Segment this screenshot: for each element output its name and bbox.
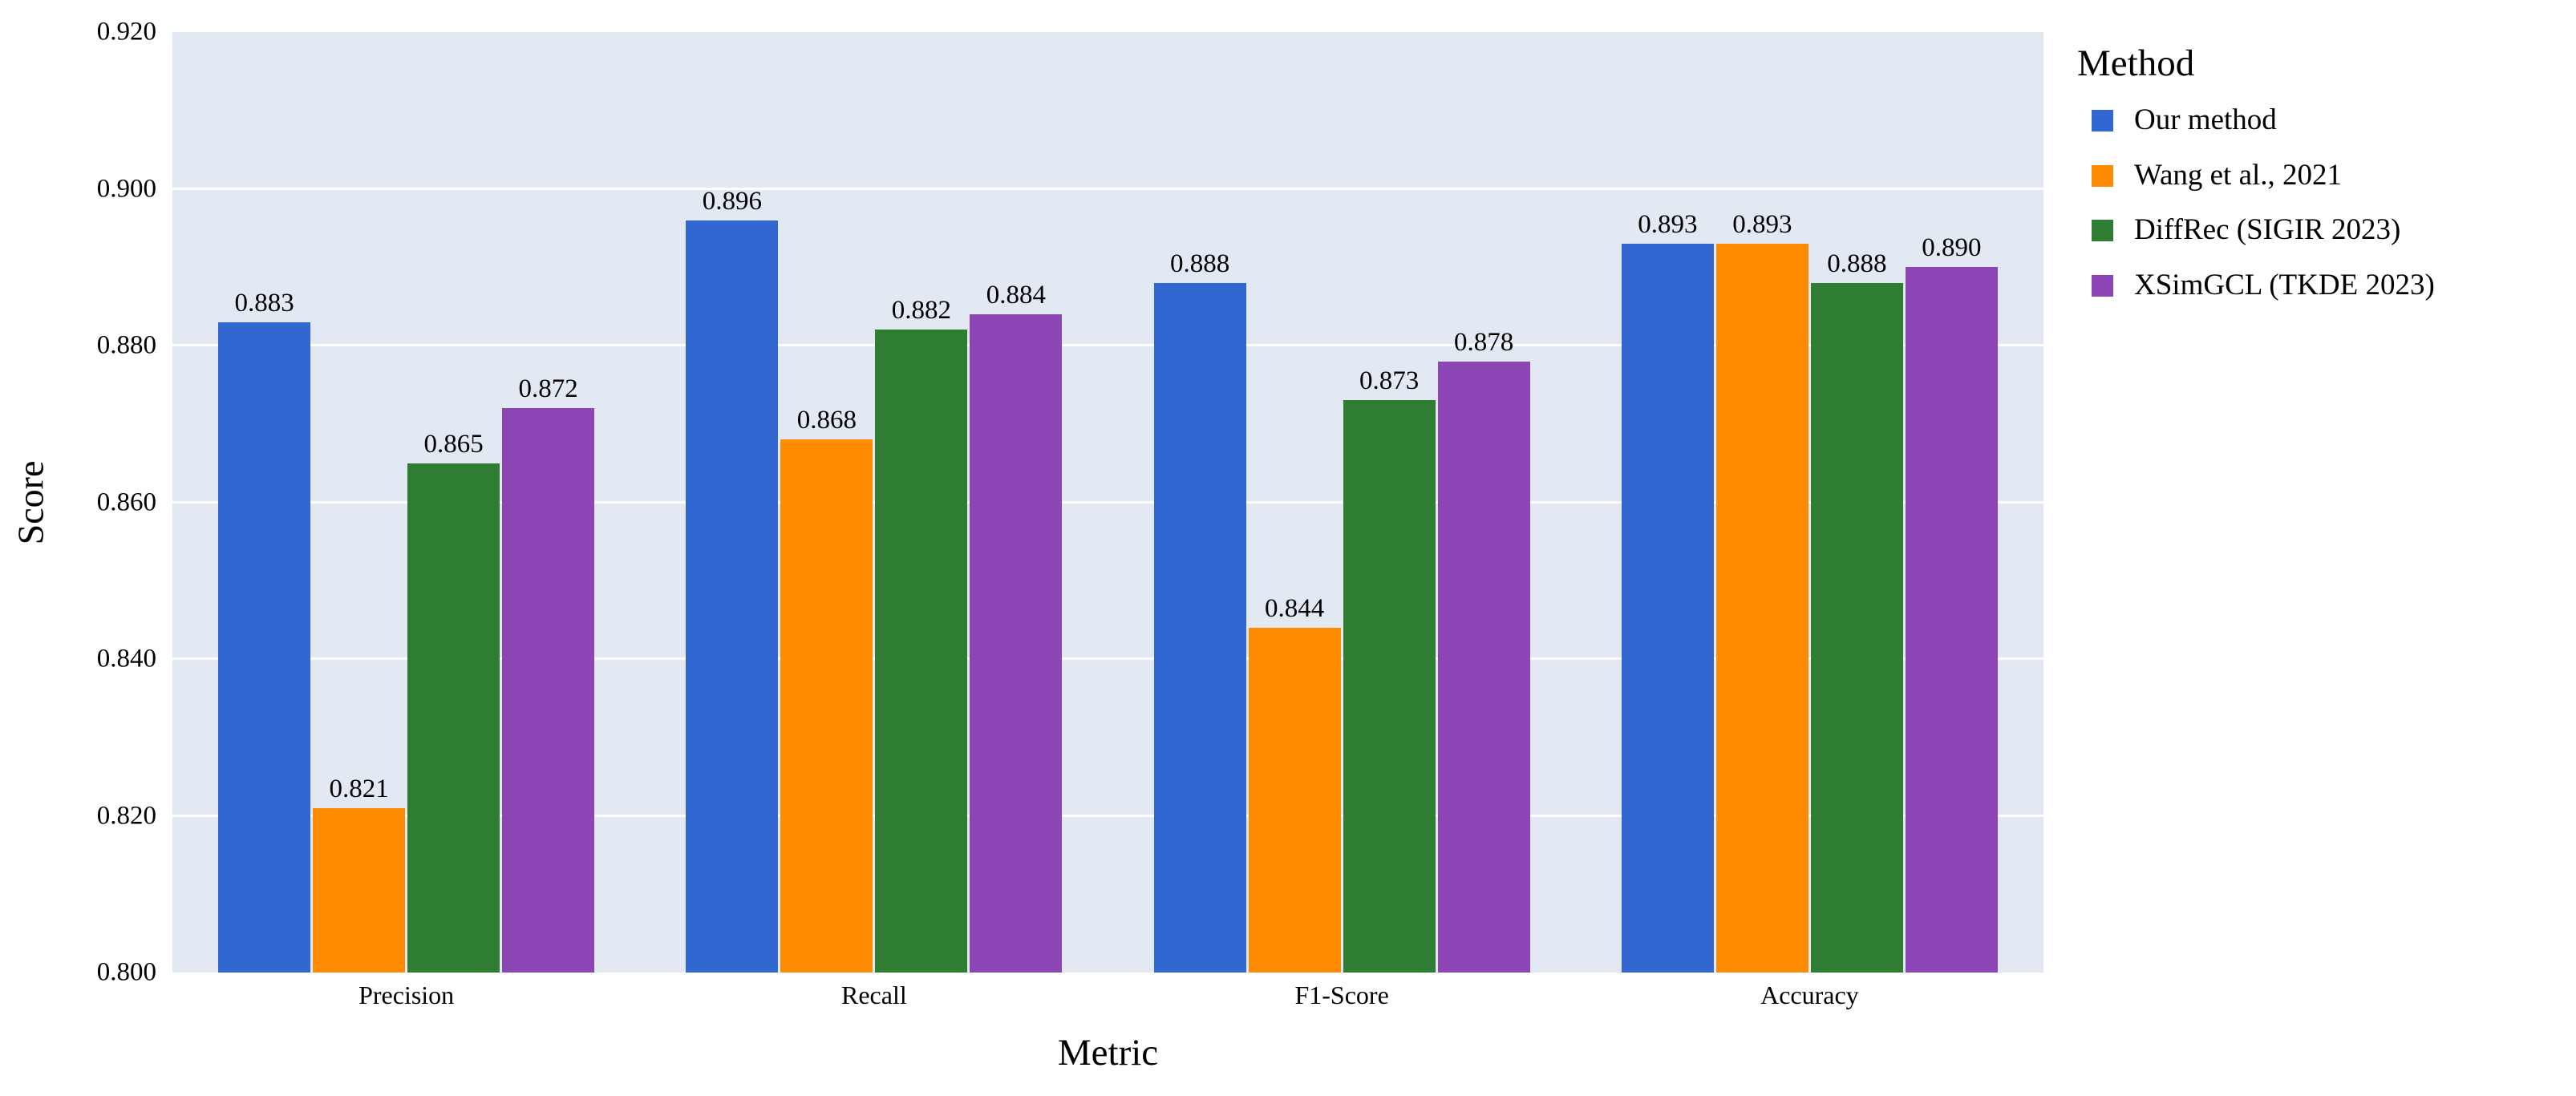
y-tick-label: 0.900 bbox=[96, 174, 156, 203]
bar-value-label: 0.890 bbox=[1922, 233, 1982, 263]
legend-item-label: Our method bbox=[2134, 103, 2277, 137]
x-tick-labels: Precision Recall F1-Score Accuracy bbox=[172, 981, 2043, 1009]
x-tick-label: F1-Score bbox=[1294, 981, 1389, 1009]
x-tick-label: Recall bbox=[841, 981, 907, 1009]
bar-value-label: 0.844 bbox=[1265, 593, 1325, 623]
legend-swatch-icon bbox=[2092, 274, 2113, 297]
bar-value-label: 0.893 bbox=[1732, 209, 1792, 239]
legend-swatch-icon bbox=[2092, 220, 2113, 242]
y-tick-label: 0.820 bbox=[96, 801, 156, 830]
bar: 0.890 bbox=[1905, 235, 1998, 973]
bar-group: 0.888 0.844 0.873 0.878 bbox=[1108, 32, 1576, 973]
bar-value-label: 0.821 bbox=[329, 774, 389, 803]
y-tick-label: 0.860 bbox=[96, 487, 156, 516]
bar-group: 0.883 0.821 0.865 0.872 bbox=[172, 32, 640, 973]
gridlines bbox=[172, 32, 2043, 973]
gridline bbox=[172, 187, 2043, 190]
bar-value-label: 0.865 bbox=[423, 429, 484, 459]
bar-group: 0.893 0.893 0.888 0.890 bbox=[1576, 32, 2043, 973]
gridline bbox=[172, 501, 2043, 504]
bar: 0.896 bbox=[686, 188, 779, 973]
plot-area: 0.883 0.821 0.865 0.872 0.896 0.868 0.882 0.884… bbox=[172, 32, 2043, 973]
bar-value-label: 0.893 bbox=[1638, 209, 1698, 239]
legend: Method Our method Wang et al., 2021 DiffRe… bbox=[2077, 42, 2435, 325]
x-axis-label: Metric bbox=[1057, 1032, 1159, 1074]
x-tick-label: Accuracy bbox=[1760, 981, 1859, 1009]
bar: 0.888 bbox=[1810, 250, 1903, 973]
bar: 0.888 bbox=[1153, 250, 1246, 973]
legend-swatch-icon bbox=[2092, 109, 2113, 131]
gridline bbox=[172, 657, 2043, 661]
bar-value-label: 0.878 bbox=[1454, 327, 1514, 357]
bar-value-label: 0.888 bbox=[1827, 249, 1887, 278]
bar-value-label: 0.883 bbox=[234, 288, 294, 317]
bar: 0.893 bbox=[1715, 211, 1808, 973]
bar: 0.893 bbox=[1621, 211, 1714, 973]
y-tick-label: 0.840 bbox=[96, 644, 156, 673]
legend-item: XSimGCL (TKDE 2023) bbox=[2092, 269, 2435, 302]
bar: 0.872 bbox=[502, 376, 595, 973]
bar: 0.882 bbox=[875, 297, 968, 973]
legend-item: Wang et al., 2021 bbox=[2092, 158, 2435, 192]
bar: 0.821 bbox=[313, 775, 406, 973]
legend-title: Method bbox=[2077, 42, 2195, 84]
y-tick-label: 0.800 bbox=[96, 957, 156, 987]
legend-item: Our method bbox=[2092, 103, 2435, 137]
bar: 0.883 bbox=[218, 289, 311, 973]
bar: 0.844 bbox=[1248, 595, 1341, 973]
bar-value-label: 0.884 bbox=[986, 280, 1046, 309]
bar-groups: 0.883 0.821 0.865 0.872 0.896 0.868 0.882 0.884… bbox=[172, 32, 2043, 973]
bar-group: 0.896 0.868 0.882 0.884 bbox=[640, 32, 1108, 973]
bar-value-label: 0.882 bbox=[891, 296, 951, 326]
y-tick-label: 0.920 bbox=[96, 17, 156, 47]
bar: 0.878 bbox=[1437, 329, 1530, 973]
bar-value-label: 0.873 bbox=[1359, 366, 1420, 396]
legend-item-label: XSimGCL (TKDE 2023) bbox=[2134, 269, 2435, 302]
bar: 0.873 bbox=[1343, 368, 1436, 973]
bar-value-label: 0.896 bbox=[702, 186, 762, 216]
legend-item: DiffRec (SIGIR 2023) bbox=[2092, 214, 2435, 247]
bar: 0.865 bbox=[407, 431, 500, 973]
y-tick-label: 0.880 bbox=[96, 330, 156, 360]
legend-swatch-icon bbox=[2092, 164, 2113, 187]
bar-value-label: 0.868 bbox=[796, 406, 857, 435]
x-tick-label: Precision bbox=[358, 981, 455, 1009]
bar: 0.868 bbox=[780, 407, 873, 973]
bar: 0.884 bbox=[970, 281, 1063, 973]
legend-items: Our method Wang et al., 2021 DiffRec (SIGI… bbox=[2077, 103, 2435, 302]
gridline bbox=[172, 344, 2043, 347]
bar-value-label: 0.872 bbox=[518, 374, 578, 404]
gridline bbox=[172, 815, 2043, 817]
bar-value-label: 0.888 bbox=[1170, 249, 1230, 278]
legend-item-label: Wang et al., 2021 bbox=[2134, 158, 2343, 192]
y-tick-labels: 0.920 0.900 0.880 0.860 0.840 0.820 0.800 bbox=[0, 18, 163, 985]
legend-item-label: DiffRec (SIGIR 2023) bbox=[2134, 213, 2401, 247]
